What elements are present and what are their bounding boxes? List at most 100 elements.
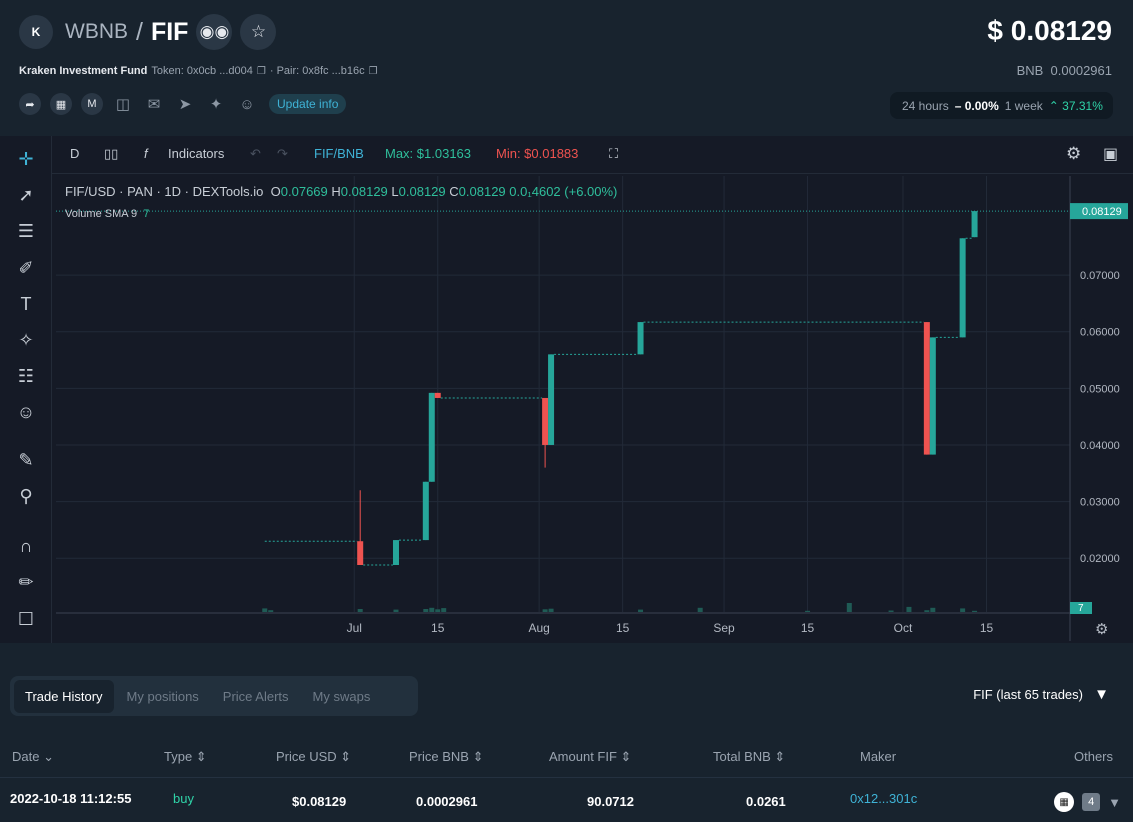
pair-toggle-button[interactable]: FIF/BNB: [314, 146, 364, 161]
y-tick-label: 0.04000: [1080, 440, 1120, 452]
email-icon[interactable]: ✉: [147, 96, 161, 113]
ruler-icon[interactable]: ✎: [18, 449, 34, 470]
zoom-icon[interactable]: ⚲: [19, 485, 33, 506]
candle-body: [959, 238, 966, 338]
trade-count-badge[interactable]: 4: [1082, 793, 1101, 811]
tab-my-positions[interactable]: My positions: [126, 688, 199, 704]
y-tick-label: 0.07000: [1080, 270, 1120, 282]
x-tick-label: 15: [801, 621, 815, 635]
x-tick-label: 15: [616, 621, 630, 635]
candle-body: [548, 354, 555, 445]
emoji-icon[interactable]: ☺: [16, 401, 36, 422]
max-price: Max: $1.03163: [385, 146, 472, 161]
candle-body: [929, 337, 936, 455]
discord-icon[interactable]: ☺: [239, 95, 255, 113]
copy-icon[interactable]: ❐: [256, 65, 266, 77]
redo-icon[interactable]: ↷: [277, 146, 288, 161]
row-price-bnb: 0.0002961: [416, 794, 478, 809]
lock-drawing-icon[interactable]: ✏: [18, 571, 34, 592]
poocoin-icon[interactable]: M: [81, 93, 103, 115]
trade-history-panel: Trade History My positions Price Alerts …: [0, 656, 1133, 822]
volume-bar: [697, 607, 703, 612]
volume-bar: [930, 607, 936, 612]
binoculars-icon[interactable]: ◉◉: [196, 14, 233, 50]
period-24h-label: 24 hours: [902, 98, 949, 113]
bscscan-icon[interactable]: ▦: [50, 93, 72, 115]
settings-icon[interactable]: ⚙: [1066, 144, 1082, 163]
token-meta: Kraken Investment Fund Token: 0x0cb ...d…: [19, 65, 378, 77]
candle-type-icon[interactable]: ▯▯: [104, 146, 119, 161]
col-amount[interactable]: Amount FIF ⇕: [549, 749, 632, 764]
crosshair-icon[interactable]: ✛: [18, 148, 34, 169]
x-tick-label: 15: [431, 621, 445, 635]
price-bnb-value: 0.0002961: [1050, 63, 1112, 78]
price-chart[interactable]: 0.02000 0.03000 0.04000 0.05000 0.06000 0.070…: [56, 176, 1133, 641]
twitter-icon[interactable]: ✦: [209, 96, 223, 113]
camera-icon[interactable]: ▣: [1103, 146, 1119, 163]
volume-tag: [1070, 602, 1092, 614]
update-info-button[interactable]: Update info: [269, 94, 347, 114]
filter-icon[interactable]: ▼: [1108, 794, 1121, 810]
text-icon[interactable]: T: [20, 293, 32, 314]
col-type[interactable]: Type ⇕: [164, 749, 207, 764]
volume-bar: [262, 608, 268, 612]
bscscan-icon[interactable]: ▦: [1054, 792, 1075, 812]
unlock-icon[interactable]: ☐: [17, 608, 35, 629]
trendline-icon[interactable]: ➚: [18, 184, 34, 205]
brush-icon[interactable]: ✐: [18, 257, 34, 278]
website-icon[interactable]: ◫: [115, 96, 131, 113]
tab-price-alerts[interactable]: Price Alerts: [222, 688, 289, 704]
telegram-icon[interactable]: ➤: [178, 96, 192, 113]
volume-legend: Volume SMA 9 7: [65, 208, 149, 220]
x-tick-label: Oct: [894, 621, 913, 635]
ohlc-legend: FIF/USD · PAN · 1D · DEXTools.io O0.0766…: [65, 184, 617, 199]
volume-bar: [888, 610, 894, 612]
fib-icon[interactable]: ☰: [17, 220, 35, 241]
price-change-box: 24 hours – 0.00% 1 week ⌃ 37.31%: [890, 92, 1113, 119]
row-maker-link[interactable]: 0x12...301c: [850, 791, 918, 806]
x-tick-label: Sep: [713, 621, 735, 635]
tab-trade-history[interactable]: Trade History: [14, 679, 114, 713]
legend-low-label: L: [391, 184, 399, 199]
volume-bar: [846, 603, 852, 612]
col-price-usd[interactable]: Price USD ⇕: [276, 749, 352, 764]
candle-body: [392, 540, 399, 566]
col-date[interactable]: Date ⌄: [12, 749, 54, 764]
last-price-tag: [1070, 203, 1128, 220]
volume-bar: [542, 609, 548, 612]
fullscreen-icon[interactable]: ⛶: [609, 146, 619, 161]
col-total-bnb[interactable]: Total BNB ⇕: [713, 749, 786, 764]
star-icon[interactable]: ☆: [240, 14, 277, 50]
volume-bar: [906, 606, 912, 612]
legend-change: 0.0₁4602 (+6.00%): [509, 184, 618, 199]
interval-button[interactable]: D: [70, 146, 80, 161]
share-icon[interactable]: ➦: [19, 93, 41, 115]
y-tick-label: 0.05000: [1080, 383, 1120, 395]
tab-my-swaps[interactable]: My swaps: [312, 688, 371, 704]
header-divider: [0, 777, 1133, 778]
volume-bar: [393, 609, 399, 612]
undo-icon[interactable]: ↶: [250, 146, 261, 161]
price-bnb-label: BNB: [1016, 63, 1044, 78]
volume-bar: [268, 610, 274, 612]
chart-toolbar: D ▯▯ f Indicators ↶ ↷ FIF/BNB Max: $1.03…: [52, 136, 1133, 174]
prediction-icon[interactable]: ☷: [17, 365, 35, 386]
magnet-icon[interactable]: ∩: [19, 535, 33, 556]
candle-body: [357, 541, 364, 566]
pattern-icon[interactable]: ✧: [18, 329, 34, 350]
indicators-button[interactable]: Indicators: [168, 146, 225, 161]
filter-icon[interactable]: ▼: [1094, 686, 1109, 703]
x-tick-label: Aug: [528, 621, 549, 635]
legend-high: 0.08129: [340, 184, 388, 199]
volume-bar: [638, 609, 644, 612]
y-tick-label: 0.02000: [1080, 553, 1120, 565]
col-price-bnb[interactable]: Price BNB ⇕: [409, 749, 484, 764]
candle-body: [422, 481, 429, 541]
volume-tag-label: 7: [1078, 603, 1084, 614]
price-bnb: BNB 0.0002961: [1017, 63, 1112, 78]
fx-icon[interactable]: f: [144, 146, 148, 161]
copy-icon[interactable]: ❐: [368, 65, 378, 77]
last-price-label: 0.08129: [1082, 206, 1122, 218]
row-amount: 90.0712: [587, 794, 634, 809]
price-usd: $ 0.08129: [987, 15, 1112, 46]
